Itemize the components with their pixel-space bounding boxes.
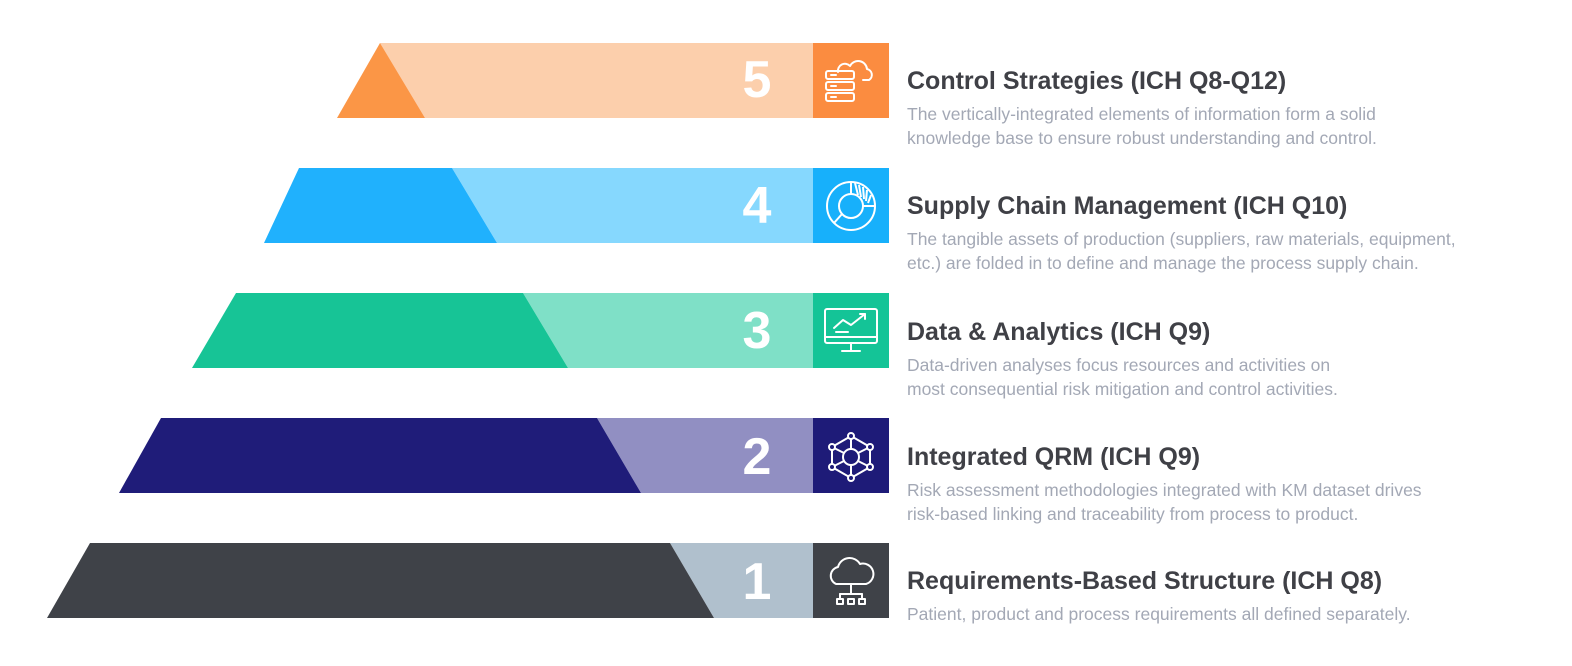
tier-3-light-band — [523, 293, 813, 368]
tier-2-dark-band — [119, 418, 641, 493]
tier-4-icon-box — [813, 168, 889, 243]
network-hexagon-icon — [828, 432, 874, 482]
monitor-chart-icon — [824, 308, 878, 352]
tier-1-text: Requirements-Based Structure (ICH Q8) Pa… — [907, 566, 1557, 626]
tier-1-icon-box — [813, 543, 889, 618]
tier-5-description: The vertically-integrated elements of in… — [907, 102, 1557, 150]
tier-5-light-band — [380, 43, 813, 118]
tier-2-bar: 2 — [119, 418, 889, 493]
tier-4-text: Supply Chain Management (ICH Q10) The ta… — [907, 191, 1557, 275]
tier-5-bar: 5 — [337, 43, 889, 118]
tier-5-title: Control Strategies (ICH Q8-Q12) — [907, 67, 1287, 95]
tier-1-light-band — [670, 543, 813, 618]
tier-3-description-line2: most consequential risk mitigation and c… — [907, 379, 1338, 399]
tier-4-description-line1: The tangible assets of production (suppl… — [907, 229, 1456, 249]
tier-5-text: Control Strategies (ICH Q8-Q12) The vert… — [907, 66, 1557, 150]
cloud-network-icon — [829, 557, 875, 605]
tier-5-dark-band — [337, 43, 425, 118]
tier-1-bar: 1 — [47, 543, 889, 618]
tier-1-description: Patient, product and process requirement… — [907, 602, 1557, 626]
tier-4-title: Supply Chain Management (ICH Q10) — [907, 192, 1348, 220]
tier-3-description: Data-driven analyses focus resources and… — [907, 353, 1557, 401]
tier-3-dark-band — [192, 293, 568, 368]
tier-2-text: Integrated QRM (ICH Q9) Risk assessment … — [907, 442, 1557, 526]
tier-3-bar: 3 — [192, 293, 889, 368]
tier-5-number: 5 — [743, 51, 772, 109]
tier-1-number: 1 — [743, 553, 772, 611]
tier-2-title: Integrated QRM (ICH Q9) — [907, 443, 1201, 471]
tier-1-description-line1: Patient, product and process requirement… — [907, 604, 1411, 624]
tier-5-icon-box — [813, 43, 889, 118]
cloud-server-icon — [825, 60, 873, 102]
tier-5-description-line2: knowledge base to ensure robust understa… — [907, 128, 1377, 148]
tier-4-description-line2: etc.) are folded in to define and manage… — [907, 253, 1419, 273]
tier-2-light-band — [597, 418, 813, 493]
tier-2-description-line2: risk-based linking and traceability from… — [907, 504, 1359, 524]
tier-4-bar: 4 — [264, 168, 889, 243]
tier-4-number: 4 — [743, 177, 772, 235]
donut-chart-icon — [826, 181, 876, 231]
tier-1-title: Requirements-Based Structure (ICH Q8) — [907, 567, 1383, 595]
tier-4-light-band — [452, 168, 813, 243]
tier-2-description: Risk assessment methodologies integrated… — [907, 478, 1557, 526]
tier-3-title: Data & Analytics (ICH Q9) — [907, 318, 1211, 346]
tier-3-description-line1: Data-driven analyses focus resources and… — [907, 355, 1331, 375]
tier-2-description-line1: Risk assessment methodologies integrated… — [907, 480, 1422, 500]
tier-3-number: 3 — [743, 302, 772, 360]
tier-5-description-line1: The vertically-integrated elements of in… — [907, 104, 1376, 124]
tier-4-dark-band — [264, 168, 497, 243]
tier-1-dark-band — [47, 543, 714, 618]
tier-3-text: Data & Analytics (ICH Q9) Data-driven an… — [907, 317, 1557, 401]
tier-2-number: 2 — [743, 428, 772, 486]
tier-4-description: The tangible assets of production (suppl… — [907, 227, 1557, 275]
